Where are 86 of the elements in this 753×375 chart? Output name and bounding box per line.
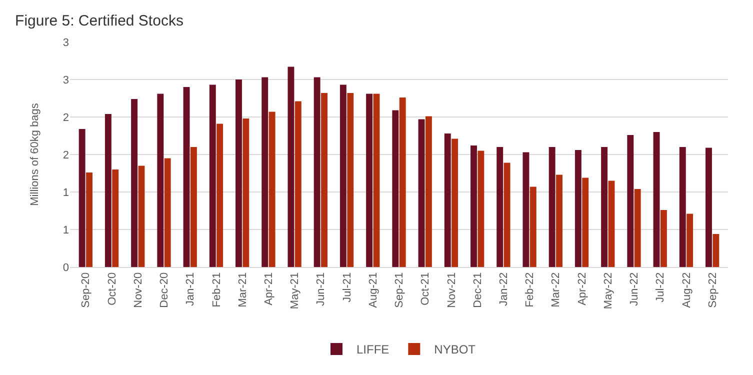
bar xyxy=(504,162,510,267)
x-tick-label: Feb-22 xyxy=(524,272,536,308)
bar xyxy=(321,93,328,267)
bar xyxy=(399,98,406,267)
bar xyxy=(496,147,504,267)
bar xyxy=(556,174,562,267)
x-tick-label: Dec-20 xyxy=(158,272,171,308)
x-tick-label: May-21 xyxy=(289,272,302,310)
x-tick-label: Nov-20 xyxy=(132,272,144,308)
x-tick-label: Sep-20 xyxy=(80,272,92,308)
bar xyxy=(478,150,484,267)
bar xyxy=(582,178,589,267)
x-tick-label: May-22 xyxy=(602,272,614,310)
bar xyxy=(366,94,373,267)
x-tick-label: Jan-21 xyxy=(184,272,197,306)
x-tick-label: Mar-22 xyxy=(550,272,562,308)
y-tick-label: 3 xyxy=(62,74,69,86)
bar xyxy=(138,166,145,267)
y-tick-label: 1 xyxy=(62,186,69,199)
bar xyxy=(216,124,224,267)
bar xyxy=(104,114,112,267)
bar xyxy=(679,147,686,267)
y-tick-label: 2 xyxy=(62,149,69,162)
bar xyxy=(627,135,634,267)
legend-label: NYBOT xyxy=(434,342,476,357)
y-axis-title: Millions of 60kg bags xyxy=(29,102,41,206)
bar xyxy=(242,118,250,267)
bar xyxy=(78,129,86,267)
bar xyxy=(574,150,582,267)
bar xyxy=(452,138,458,267)
y-tick-label: 2 xyxy=(62,112,69,124)
bar xyxy=(314,77,320,267)
y-tick-label: 0 xyxy=(62,262,69,274)
x-tick-label: Jan-22 xyxy=(498,272,510,306)
bar xyxy=(601,147,608,267)
x-tick-label: Nov-21 xyxy=(446,272,458,308)
bar xyxy=(190,147,197,267)
x-tick-label: Aug-21 xyxy=(367,272,380,308)
x-tick-label: Jun-22 xyxy=(628,272,641,306)
bar xyxy=(112,170,119,267)
bar xyxy=(288,66,294,267)
bar xyxy=(347,93,354,267)
bar xyxy=(164,158,171,267)
x-tick-label: Aug-22 xyxy=(680,272,693,308)
bar xyxy=(392,110,399,267)
bar xyxy=(653,132,660,267)
bar xyxy=(470,146,477,267)
bar xyxy=(530,186,536,267)
bar xyxy=(86,172,92,267)
bar xyxy=(294,101,302,267)
chart-title: Figure 5: Certified Stocks xyxy=(15,12,184,30)
x-tick-label: Sep-21 xyxy=(394,272,406,308)
bar xyxy=(268,112,276,267)
bar xyxy=(706,148,712,267)
bar xyxy=(236,80,242,267)
bar xyxy=(608,180,615,267)
x-tick-label: Sep-22 xyxy=(706,272,719,308)
x-tick-label: Apr-22 xyxy=(576,272,588,306)
x-tick-label: Jul-22 xyxy=(654,272,667,302)
x-tick-label: Jul-21 xyxy=(341,272,354,302)
bar xyxy=(444,134,451,267)
x-tick-label: Jun-21 xyxy=(315,272,328,306)
bar xyxy=(660,210,667,267)
x-tick-label: Dec-21 xyxy=(472,272,484,308)
bar xyxy=(262,77,268,267)
bar xyxy=(425,116,432,267)
bar xyxy=(183,87,190,267)
y-tick-label: 1 xyxy=(62,224,69,236)
x-tick-label: Apr-21 xyxy=(263,272,276,306)
bar xyxy=(340,84,346,267)
x-tick-label: Oct-21 xyxy=(420,272,432,306)
bar xyxy=(373,94,380,267)
bar xyxy=(686,214,694,267)
legend-label: LIFFE xyxy=(356,342,390,357)
bar xyxy=(522,152,530,267)
bar xyxy=(157,94,164,267)
x-tick-label: Mar-21 xyxy=(236,272,249,308)
bar xyxy=(548,147,556,267)
x-tick-label: Feb-21 xyxy=(210,272,223,308)
bar xyxy=(634,189,641,267)
bar xyxy=(131,99,138,267)
y-tick-label: 3 xyxy=(62,36,69,49)
bar xyxy=(209,84,216,267)
x-tick-label: Oct-20 xyxy=(106,272,118,306)
bar xyxy=(712,234,720,267)
bar xyxy=(418,119,425,267)
